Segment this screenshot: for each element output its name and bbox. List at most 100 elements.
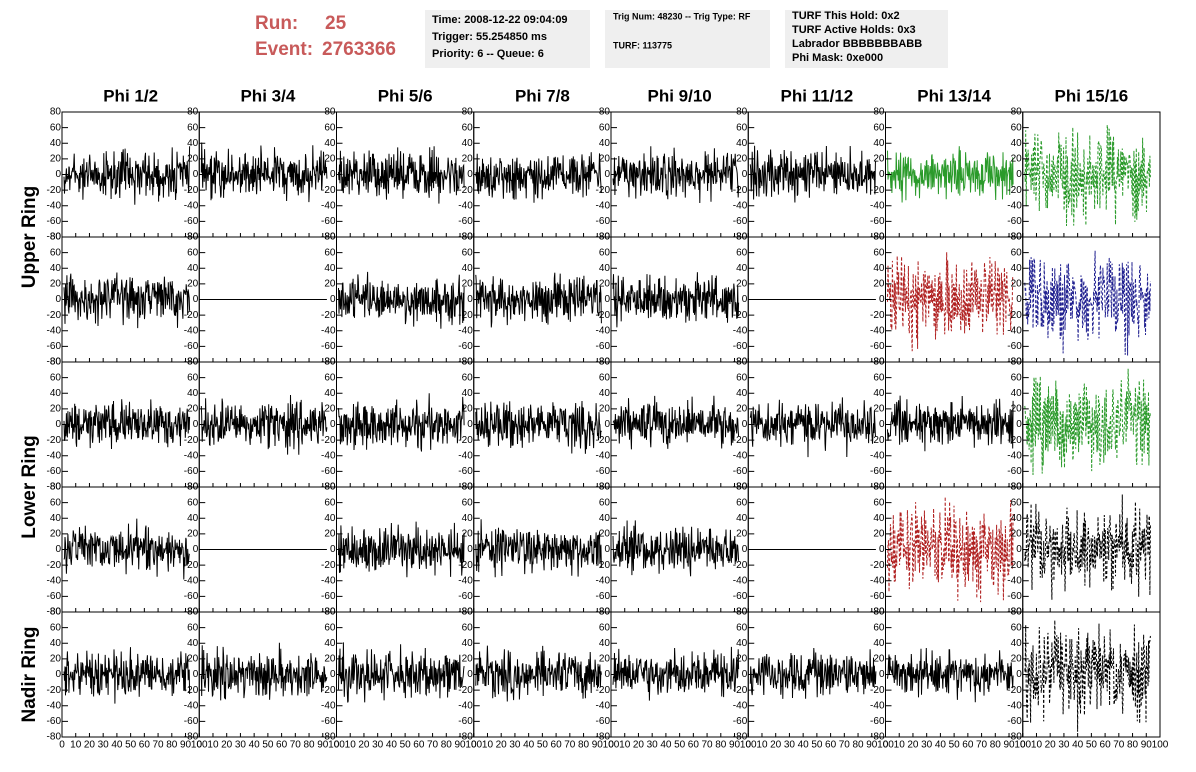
y-tick-label: 0 — [55, 169, 61, 180]
y-tick-label: -40 — [733, 700, 748, 711]
y-tick-label: 60 — [1011, 497, 1023, 508]
y-tick-label: 0 — [55, 294, 61, 305]
y-tick-label: 80 — [599, 482, 611, 493]
y-tick-label: 0 — [193, 294, 199, 305]
y-tick-label: -60 — [870, 591, 885, 602]
y-tick-label: 80 — [873, 607, 885, 618]
y-tick-label: -20 — [733, 560, 748, 571]
event-value: 2763366 — [322, 39, 396, 60]
y-tick-label: 40 — [736, 388, 748, 399]
ring-label: Upper Ring — [19, 186, 40, 288]
y-tick-label: 60 — [599, 372, 611, 383]
y-tick-label: 80 — [1011, 482, 1023, 493]
x-tick-label: 50 — [811, 740, 823, 751]
y-tick-label: -20 — [184, 185, 199, 196]
y-tick-label: 20 — [187, 154, 199, 165]
x-tick-label: 10 — [1031, 740, 1043, 751]
y-tick-label: 60 — [599, 247, 611, 258]
waveform — [338, 271, 465, 329]
y-tick-label: 60 — [462, 247, 474, 258]
x-tick-label: 100 — [740, 740, 757, 751]
y-tick-label: 40 — [873, 513, 885, 524]
y-tick-label: -80 — [47, 607, 62, 618]
y-tick-label: -40 — [184, 325, 199, 336]
y-tick-label: -20 — [184, 310, 199, 321]
x-tick-label: 20 — [84, 740, 96, 751]
y-tick-label: -60 — [321, 716, 336, 727]
y-tick-label: -40 — [458, 325, 473, 336]
y-tick-label: 80 — [462, 607, 474, 618]
x-tick-label: 90 — [729, 740, 741, 751]
y-tick-label: 0 — [193, 544, 199, 555]
y-tick-label: -40 — [47, 325, 62, 336]
y-tick-label: -40 — [321, 325, 336, 336]
y-tick-label: 60 — [324, 122, 336, 133]
y-tick-label: 0 — [55, 544, 61, 555]
y-tick-label: -20 — [733, 185, 748, 196]
y-tick-label: 0 — [193, 169, 199, 180]
x-tick-label: 70 — [702, 740, 714, 751]
y-tick-label: 60 — [736, 372, 748, 383]
y-tick-label: 40 — [187, 263, 199, 274]
x-tick-label: 100 — [877, 740, 894, 751]
waveform — [887, 146, 1014, 203]
waveform — [200, 142, 328, 203]
info-line: Trig Num: 48230 -- Trig Type: RF — [613, 11, 751, 21]
waveform — [612, 646, 740, 701]
y-tick-label: 80 — [599, 607, 611, 618]
y-tick-label: -80 — [47, 232, 62, 243]
x-tick-label: 30 — [509, 740, 521, 751]
y-tick-label: -40 — [47, 575, 62, 586]
y-tick-label: 60 — [50, 372, 62, 383]
y-tick-label: 20 — [462, 279, 474, 290]
y-tick-label: 0 — [879, 294, 885, 305]
y-tick-label: 0 — [330, 544, 336, 555]
y-tick-label: 40 — [187, 388, 199, 399]
y-tick-label: 20 — [736, 154, 748, 165]
x-tick-label: 90 — [1003, 740, 1015, 751]
x-tick-label: 90 — [317, 740, 329, 751]
y-tick-label: 0 — [467, 419, 473, 430]
waveform — [612, 520, 740, 577]
y-tick-label: -40 — [733, 200, 748, 211]
y-tick-label: -80 — [321, 732, 336, 743]
info-line: Priority: 6 -- Queue: 6 — [432, 48, 544, 60]
y-tick-label: 60 — [324, 247, 336, 258]
y-tick-label: 20 — [324, 279, 336, 290]
x-tick-label: 90 — [180, 740, 192, 751]
y-tick-label: -60 — [733, 716, 748, 727]
x-tick-label: 30 — [372, 740, 384, 751]
info-line: TURF This Hold: 0x2 — [792, 10, 900, 22]
y-tick-label: -40 — [870, 700, 885, 711]
waveform — [749, 397, 877, 458]
y-tick-label: 80 — [1011, 232, 1023, 243]
y-tick-label: 0 — [1016, 169, 1022, 180]
y-tick-label: -40 — [1007, 200, 1022, 211]
y-tick-label: 0 — [879, 169, 885, 180]
y-tick-label: -80 — [733, 732, 748, 743]
y-tick-label: -40 — [184, 200, 199, 211]
y-tick-label: 80 — [462, 107, 474, 118]
y-tick-label: 0 — [879, 419, 885, 430]
column-title: Phi 15/16 — [1055, 86, 1129, 105]
y-tick-label: -60 — [184, 216, 199, 227]
y-tick-label: -60 — [458, 216, 473, 227]
y-tick-label: -80 — [458, 732, 473, 743]
y-tick-label: 80 — [1011, 607, 1023, 618]
y-tick-label: 60 — [1011, 372, 1023, 383]
x-tick-label: 10 — [207, 740, 219, 751]
run-value: 25 — [325, 13, 347, 34]
x-tick-label: 30 — [784, 740, 796, 751]
y-tick-label: -20 — [184, 560, 199, 571]
x-tick-label: 0 — [196, 740, 202, 751]
y-tick-label: -60 — [458, 466, 473, 477]
y-tick-label: -20 — [47, 185, 62, 196]
y-tick-label: 80 — [736, 232, 748, 243]
x-tick-label: 10 — [482, 740, 494, 751]
y-tick-label: 60 — [1011, 247, 1023, 258]
y-tick-label: 0 — [467, 169, 473, 180]
y-tick-label: 80 — [873, 107, 885, 118]
y-tick-label: 20 — [873, 529, 885, 540]
y-tick-label: 20 — [599, 404, 611, 415]
y-tick-label: 60 — [736, 247, 748, 258]
